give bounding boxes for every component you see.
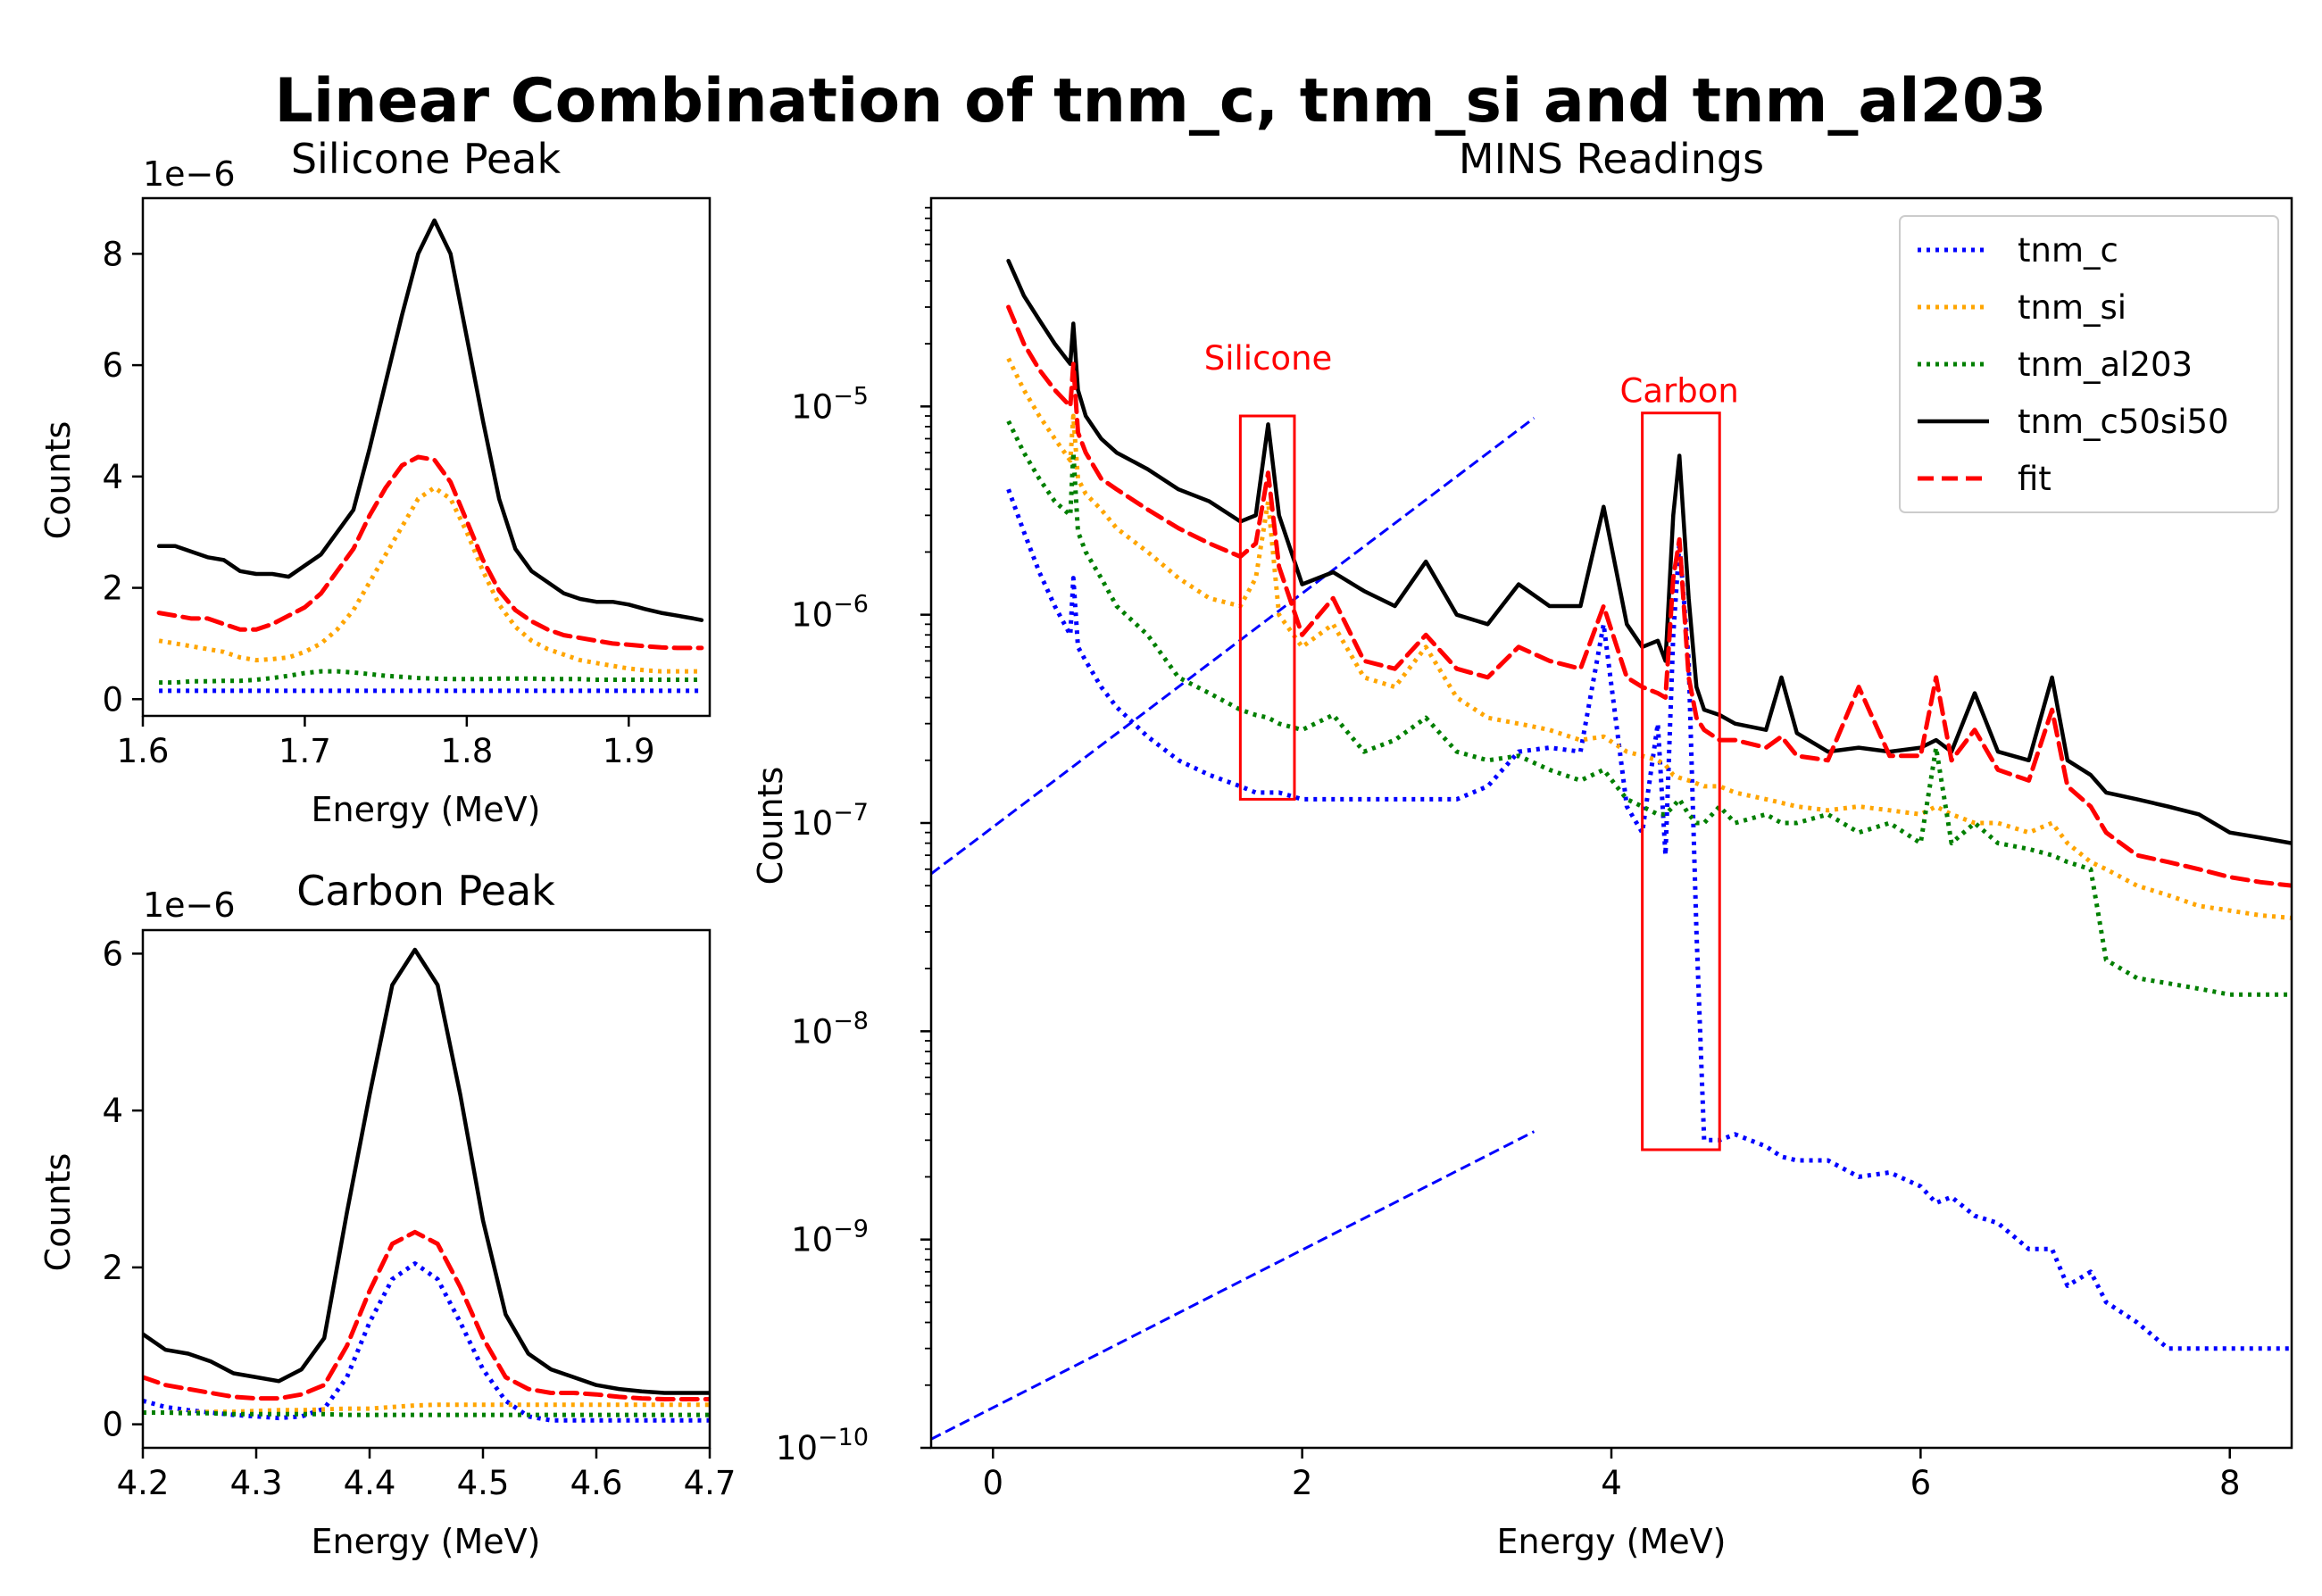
series-line-fit [1006, 304, 2292, 888]
x-tick-label: 4.4 [344, 1464, 396, 1502]
y-tick-label: 4 [102, 458, 123, 496]
legend-label-tnm_c: tnm_c [2018, 231, 2118, 270]
y-tick-exponent: −8 [833, 1007, 869, 1035]
carbon-chart-title: Carbon Peak [296, 867, 555, 915]
y-tick-label: 10−7 [791, 799, 869, 843]
region-box-carbon [1641, 411, 1721, 1151]
legend-label-tnm_c50si50: tnm_c50si50 [2018, 403, 2229, 441]
y-tick-label: 6 [102, 346, 123, 385]
annotation-silicone: Silicone [1204, 339, 1333, 378]
carbon-y-axis-label: Counts [38, 1153, 78, 1272]
series-line-tnm_c [1006, 488, 2292, 1351]
carbon-peak-chart: Carbon Peak 1e−6 Energy (MeV) Counts 4.2… [38, 867, 736, 1561]
carbon-x-axis-label: Energy (MeV) [312, 1522, 541, 1561]
legend-label-tnm_si: tnm_si [2018, 288, 2126, 327]
silicone-chart-title: Silicone Peak [291, 135, 562, 183]
y-tick-label: 10−6 [791, 591, 869, 635]
silicone-peak-chart: Silicone Peak 1e−6 Energy (MeV) Counts 1… [38, 135, 712, 829]
x-tick-label: 4.6 [570, 1464, 623, 1502]
y-tick-label: 0 [102, 680, 123, 719]
x-tick-label: 4.5 [457, 1464, 510, 1502]
x-tick-label: 4.2 [117, 1464, 170, 1502]
y-tick-exponent: −9 [833, 1216, 869, 1243]
y-tick-label: 10−5 [791, 382, 869, 426]
series-line-tnm_al203 [159, 669, 702, 686]
y-tick-label: 10−9 [791, 1216, 869, 1259]
carbon-plot-area: 4.2 4.3 4.4 4.5 4.6 4.7 0 2 4 6 [102, 928, 737, 1502]
y-tick-label: 2 [102, 1249, 123, 1287]
x-tick-label: 4 [1601, 1464, 1622, 1502]
y-tick-label: 4 [102, 1092, 123, 1130]
y-tick-label: 6 [102, 935, 123, 973]
silicone-y-axis-label: Counts [38, 421, 78, 540]
axes-frame [141, 928, 712, 1450]
series-line-fit [143, 1229, 710, 1401]
x-tick-label: 1.9 [603, 732, 655, 770]
y-tick-exponent: −6 [833, 591, 869, 619]
region-box-silicone [1238, 414, 1296, 801]
y-tick-label: 8 [102, 235, 123, 273]
mins-plot-area: Silicone Carbon 0 2 4 6 8 10−10 10−9 10−8 10−7 10−6… [776, 196, 2293, 1502]
y-tick-label: 10−10 [776, 1424, 869, 1467]
guide-line [931, 417, 1536, 876]
x-tick-label: 2 [1292, 1464, 1313, 1502]
plot-clip-group [143, 947, 710, 1423]
series-line-tnm_si [143, 1402, 710, 1415]
series-line-tnm_c50si50 [143, 947, 710, 1395]
silicone-x-axis-label: Energy (MeV) [312, 790, 541, 829]
x-tick-label: 0 [982, 1464, 1003, 1502]
axes-frame [141, 196, 712, 718]
mins-readings-chart: MINS Readings Energy (MeV) Counts Silico… [751, 135, 2293, 1561]
x-tick-label: 1.6 [117, 732, 170, 770]
series-line-tnm_al203 [143, 1410, 710, 1417]
y-tick-exponent: −7 [833, 799, 869, 827]
guide-line [931, 1130, 1536, 1441]
series-line-tnm_c50si50 [1006, 258, 2292, 845]
x-tick-label: 6 [1910, 1464, 1932, 1502]
silicone-offset-label: 1e−6 [143, 154, 236, 194]
y-tick-label: 10−8 [791, 1007, 869, 1051]
annotation-carbon: Carbon [1620, 371, 1739, 410]
x-tick-label: 4.7 [684, 1464, 737, 1502]
carbon-offset-label: 1e−6 [143, 885, 236, 925]
x-tick-label: 1.7 [279, 732, 331, 770]
y-tick-exponent: −10 [818, 1424, 869, 1451]
mins-chart-title: MINS Readings [1459, 135, 1764, 183]
y-tick-exponent: −5 [833, 382, 869, 410]
legend-label-fit: fit [2018, 460, 2052, 498]
y-tick-label: 0 [102, 1406, 123, 1444]
mins-y-axis-label: Counts [751, 767, 790, 885]
y-tick-label: 2 [102, 569, 123, 608]
mins-x-axis-label: Energy (MeV) [1497, 1522, 1727, 1561]
figure-title: Linear Combination of tnm_c, tnm_si and … [275, 66, 2047, 137]
plot-clip-group [156, 218, 704, 694]
silicone-plot-area: 1.6 1.7 1.8 1.9 0 2 4 6 8 [102, 196, 712, 770]
legend-label-tnm_al203: tnm_al203 [2018, 345, 2193, 384]
series-line-fit [156, 454, 704, 651]
x-tick-label: 1.8 [440, 732, 493, 770]
series-line-tnm_c50si50 [156, 218, 704, 622]
legend-box [1899, 215, 2279, 513]
plot-clip-group [931, 258, 2292, 1441]
x-tick-label: 8 [2219, 1464, 2241, 1502]
x-tick-label: 4.3 [230, 1464, 283, 1502]
